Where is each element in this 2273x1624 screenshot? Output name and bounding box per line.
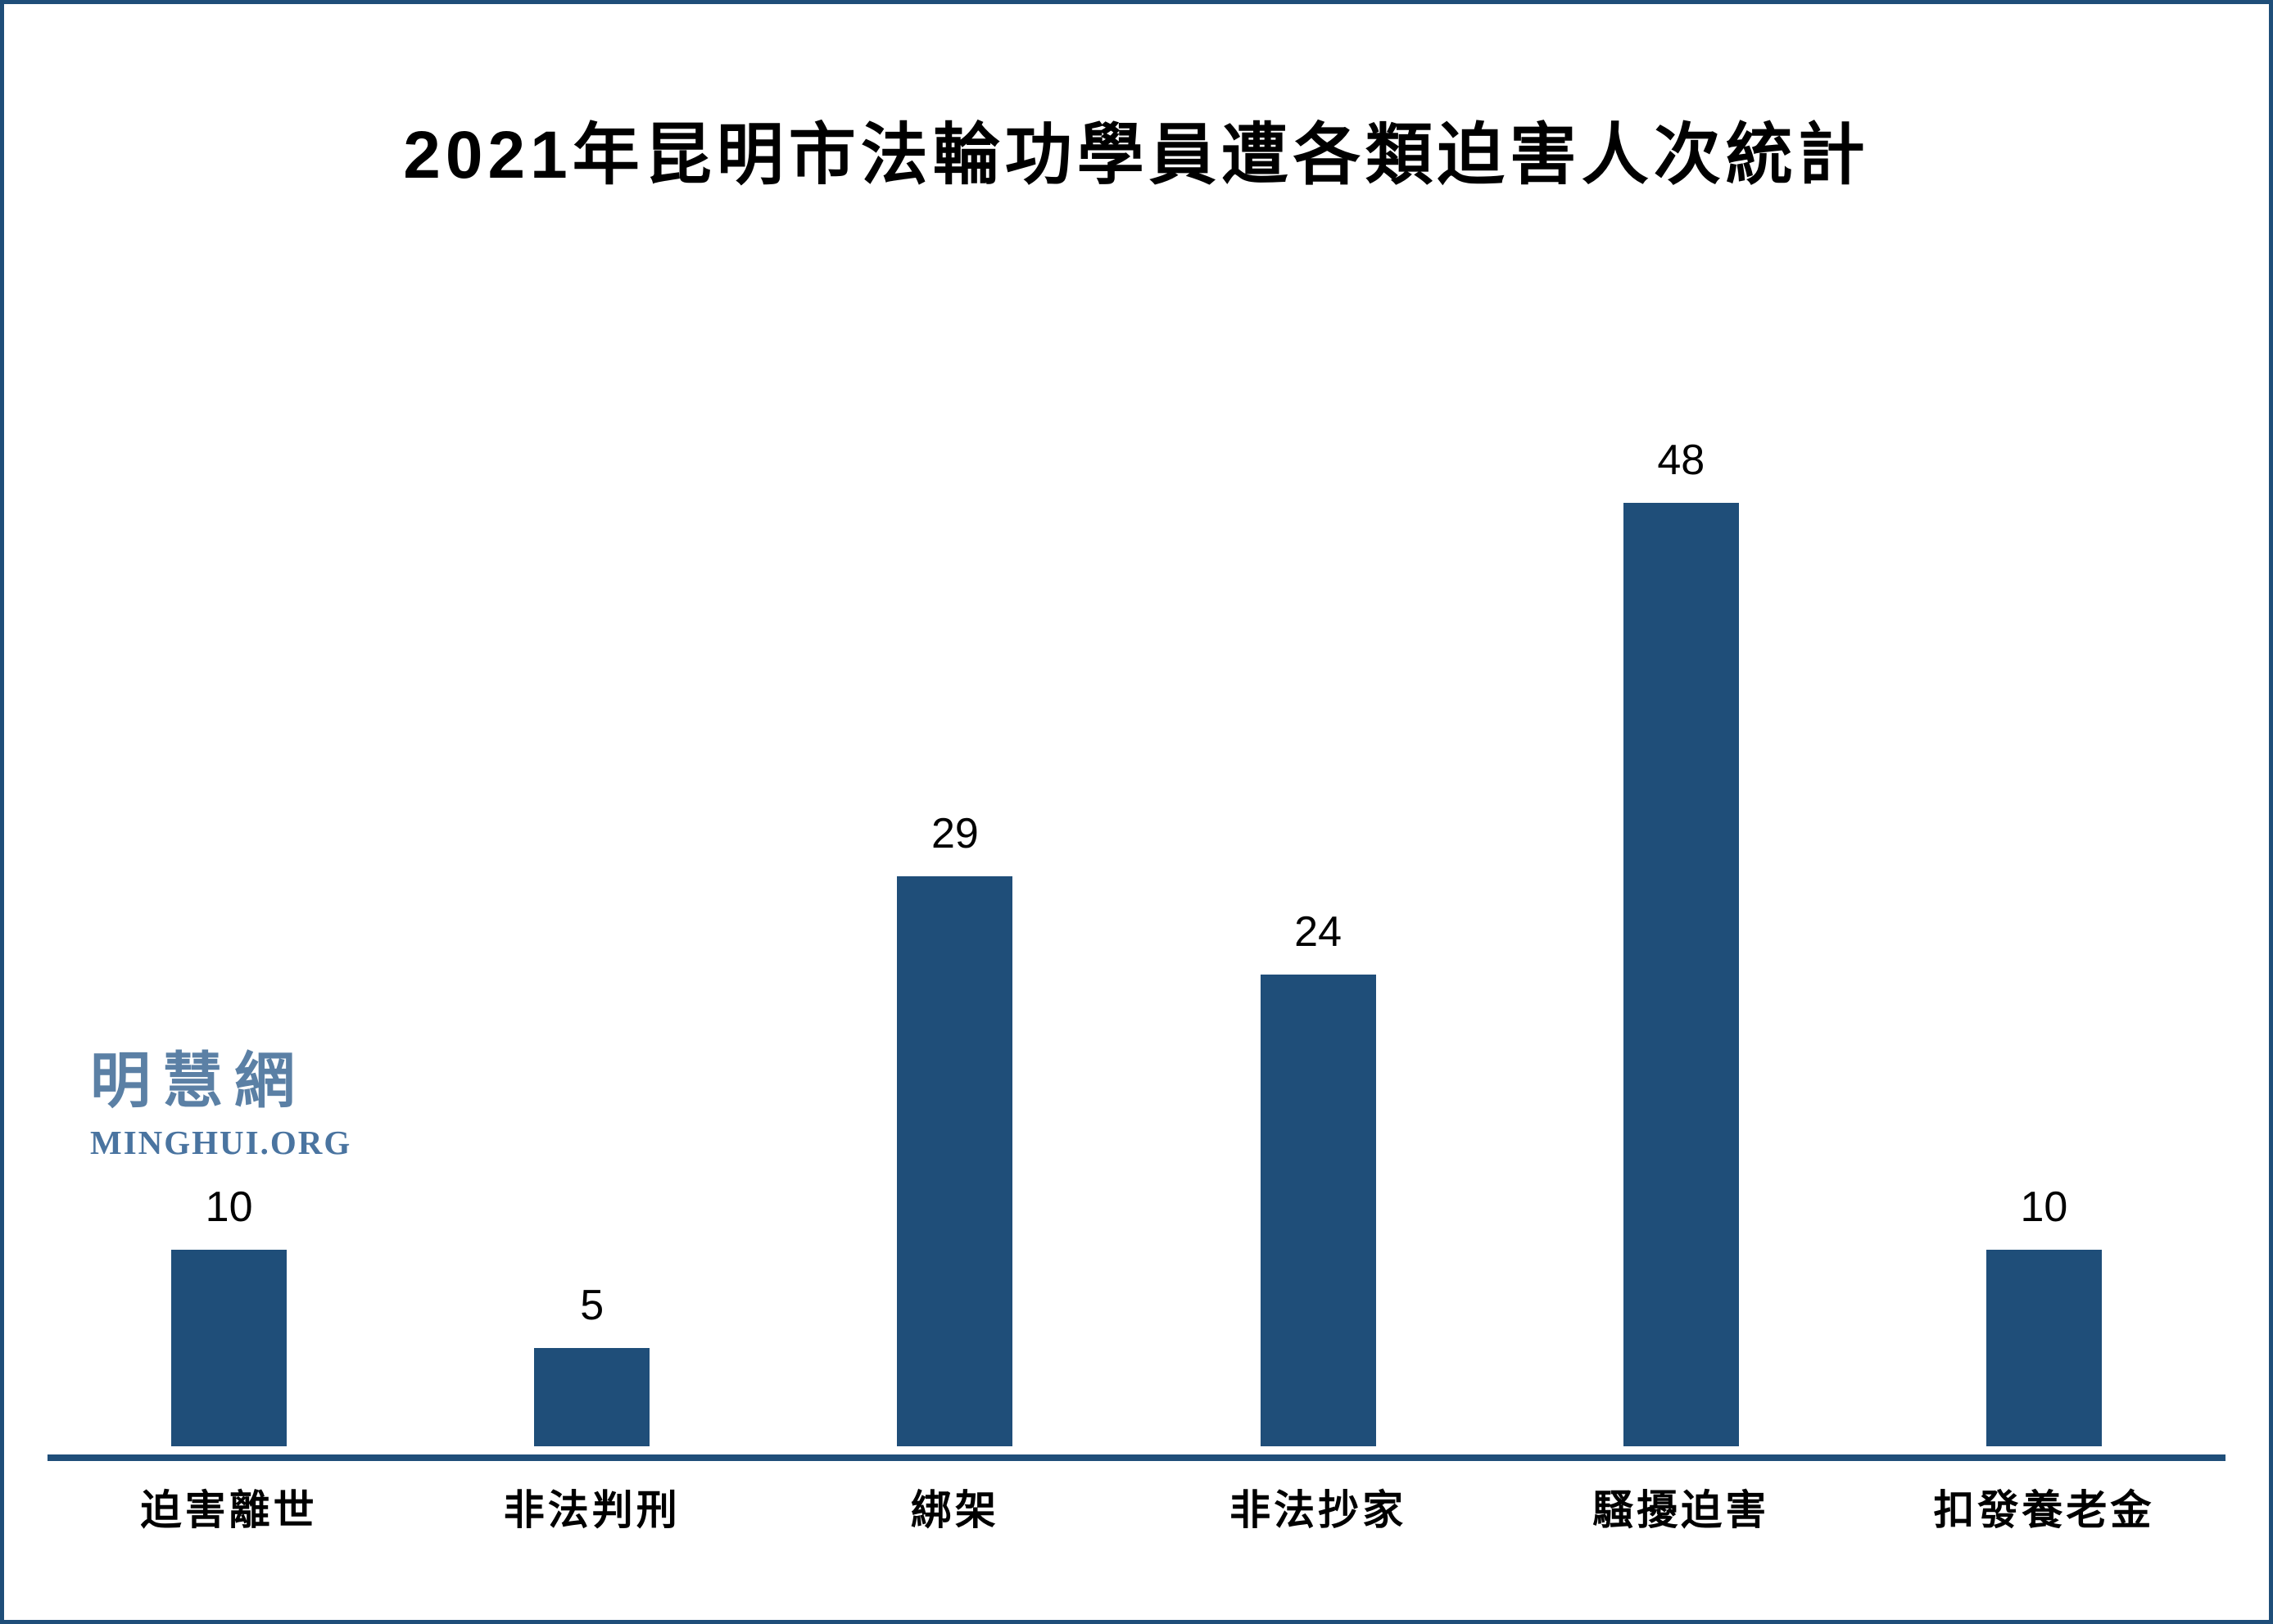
bar-group: 48 xyxy=(1500,439,1863,1446)
bar-value-label: 48 xyxy=(1657,437,1705,484)
bar xyxy=(1985,1250,2102,1446)
category-label: 非法抄家 xyxy=(1229,1487,1407,1533)
bar-value-label: 24 xyxy=(1294,908,1343,956)
bar-value-label: 10 xyxy=(2020,1183,2068,1231)
bar-value-label: 10 xyxy=(205,1183,253,1231)
bar-group: 24 xyxy=(1137,911,1500,1446)
x-axis-line xyxy=(48,1454,2225,1461)
category-label: 迫害離世 xyxy=(140,1487,318,1533)
bar xyxy=(171,1250,288,1446)
bar-group: 10 xyxy=(1863,1186,2225,1446)
category-labels-row: 迫害離世 非法判刑 綁架 非法抄家 騷擾迫害 扣發養老金 xyxy=(48,1488,2225,1533)
category-label: 綁架 xyxy=(910,1487,999,1533)
bar-group: 29 xyxy=(773,812,1136,1446)
bar xyxy=(534,1348,650,1446)
category-label: 非法判刑 xyxy=(503,1487,681,1533)
bar xyxy=(1623,503,1739,1446)
bar-group: 5 xyxy=(410,1284,773,1446)
bar xyxy=(1260,975,1376,1446)
minghui-logo-latin-text: MINGHUI.ORG xyxy=(90,1124,352,1161)
category-label: 騷擾迫害 xyxy=(1592,1487,1770,1533)
minghui-watermark-logo: 明慧網 MINGHUI.ORG xyxy=(90,1051,352,1162)
category-label: 扣發養老金 xyxy=(1933,1487,2155,1533)
bar-value-label: 29 xyxy=(931,810,979,857)
chart-title: 2021年昆明市法輪功學員遭各類迫害人次統計 xyxy=(403,118,1870,192)
bars-container: 10 5 29 24 48 10 xyxy=(48,439,2225,1446)
bar-group: 10 xyxy=(48,1186,410,1446)
bar-value-label: 5 xyxy=(580,1282,604,1329)
minghui-logo-cjk-text: 明慧網 xyxy=(90,1047,306,1115)
bar xyxy=(897,876,1013,1446)
